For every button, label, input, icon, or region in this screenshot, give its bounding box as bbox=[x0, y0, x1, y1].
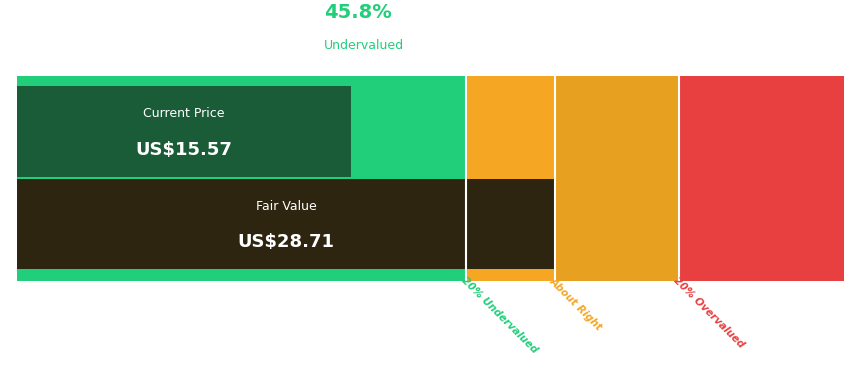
Text: Fair Value: Fair Value bbox=[256, 200, 316, 213]
Text: Undervalued: Undervalued bbox=[324, 39, 404, 52]
Bar bbox=[678, 76, 843, 281]
Text: 45.8%: 45.8% bbox=[324, 3, 391, 22]
Text: 20% Overvalued: 20% Overvalued bbox=[671, 276, 746, 350]
Bar bbox=[17, 76, 466, 281]
Text: 20% Undervalued: 20% Undervalued bbox=[458, 276, 538, 355]
Bar bbox=[17, 86, 351, 177]
Bar bbox=[555, 76, 678, 281]
Bar bbox=[17, 179, 555, 269]
Text: US$15.57: US$15.57 bbox=[135, 141, 233, 159]
Bar bbox=[466, 76, 555, 281]
Text: Current Price: Current Price bbox=[143, 108, 225, 120]
Text: About Right: About Right bbox=[547, 276, 603, 332]
Text: US$28.71: US$28.71 bbox=[237, 233, 334, 251]
